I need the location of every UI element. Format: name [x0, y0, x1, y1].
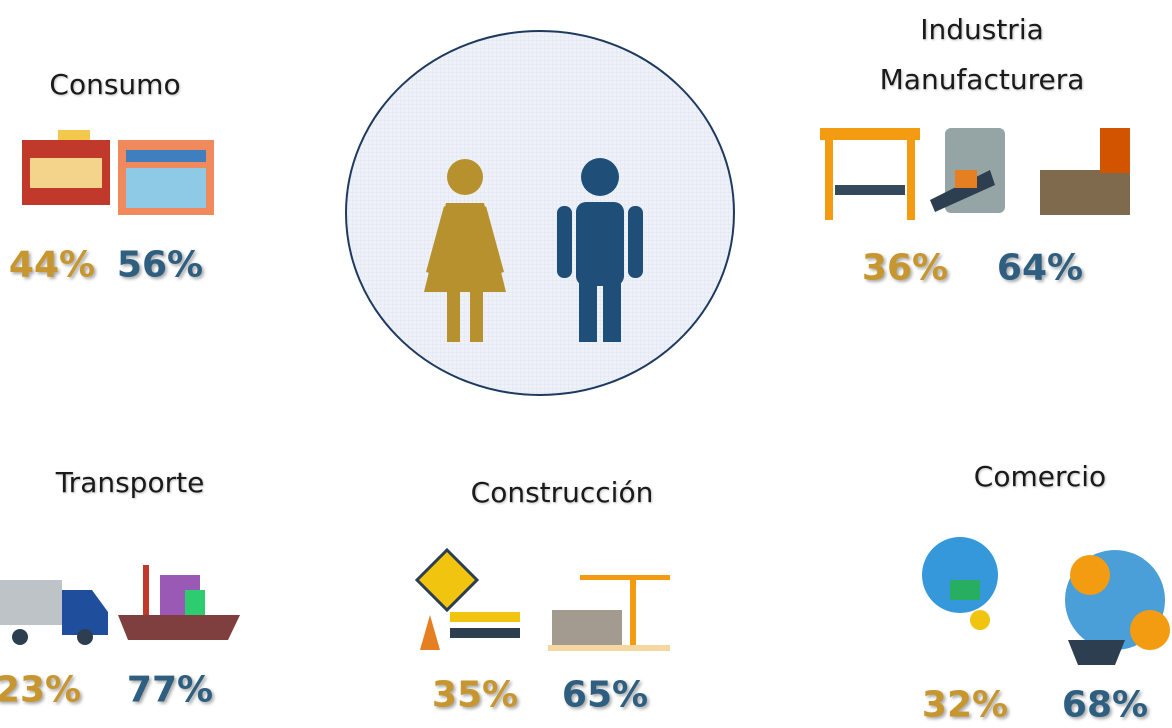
center-circle — [346, 31, 734, 395]
women-percent: 32% — [922, 685, 1008, 726]
women-percent: 35% — [432, 675, 518, 716]
sector-title: Industria Manufacturera — [872, 5, 1092, 105]
women-percent: 44% — [9, 245, 95, 286]
men-percent: 68% — [1062, 685, 1148, 726]
men-percent: 64% — [997, 248, 1083, 289]
men-percent: 56% — [117, 245, 203, 286]
sector-title: Transporte — [20, 458, 240, 508]
construccion-icons — [417, 550, 670, 651]
sector-title: Consumo — [15, 60, 215, 110]
sector-title: Comercio — [940, 452, 1140, 502]
men-percent: 77% — [127, 670, 213, 711]
infographic: Consumo 44% 56% Industria Manufacturera 36% 6… — [0, 0, 1172, 728]
comercio-icons — [922, 537, 1170, 665]
sector-title: Construcción — [442, 468, 682, 518]
women-percent: 36% — [862, 248, 948, 289]
men-percent: 65% — [562, 675, 648, 716]
consumo-icons — [22, 130, 214, 215]
women-percent: 23% — [0, 670, 81, 711]
transporte-icons — [0, 565, 240, 645]
industria-icons — [820, 128, 1130, 220]
